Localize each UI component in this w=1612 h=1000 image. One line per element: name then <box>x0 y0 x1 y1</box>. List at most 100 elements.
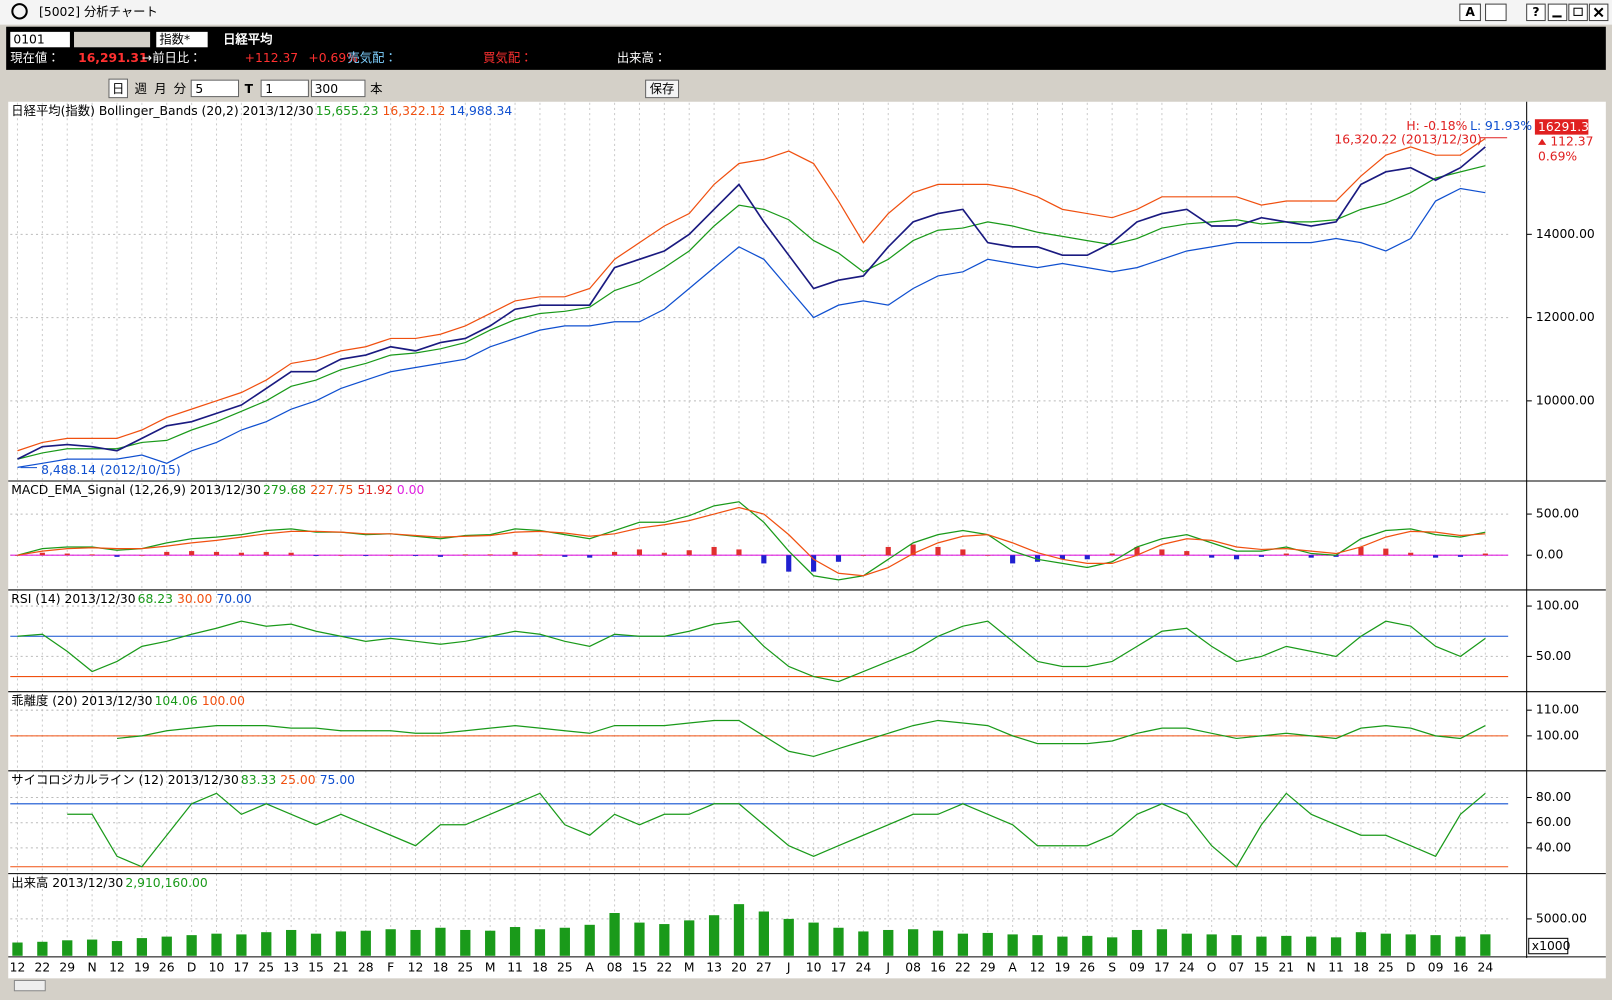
header-value: 14,988.34 <box>449 103 512 117</box>
app-icon <box>11 3 28 20</box>
bar <box>1333 555 1339 557</box>
last-change-pct: 0.69% <box>1538 150 1577 164</box>
panel-header: 乖離度 (20) 2013/12/30 104.06 100.00 <box>11 692 245 707</box>
change-label: →前日比： <box>142 50 202 65</box>
bar <box>388 555 394 556</box>
header-value: 227.75 <box>310 483 353 497</box>
x-tick-label: 17 <box>1154 961 1170 975</box>
bar <box>833 927 844 956</box>
t-value: 1 <box>265 82 273 96</box>
period-day[interactable] <box>108 78 128 99</box>
title-bar <box>0 0 1612 25</box>
bar <box>1256 936 1267 956</box>
code-text: 0101 <box>13 33 44 47</box>
bar <box>559 927 570 956</box>
x-tick-label: 09 <box>1428 961 1444 975</box>
count-select[interactable] <box>310 79 366 98</box>
main-annotations: H: -0.18% L: 91.93% 16,320.22 (2013/12/3… <box>20 119 1597 477</box>
bar <box>885 546 891 556</box>
quote-bar <box>6 26 1606 70</box>
x-tick-label: 12 <box>10 961 26 975</box>
bid-label: 買気配： <box>483 50 532 65</box>
bar <box>1306 936 1317 956</box>
x-tick-label: 24 <box>1179 961 1195 975</box>
bar <box>957 933 969 956</box>
font-button[interactable] <box>1459 3 1481 22</box>
bar <box>1455 936 1466 956</box>
bar <box>1433 555 1439 558</box>
bar <box>12 942 23 956</box>
period-button[interactable]: 月 <box>154 82 166 96</box>
bar <box>1383 548 1389 556</box>
kind-select[interactable] <box>156 31 208 48</box>
bar <box>537 554 543 556</box>
x-tick-label: N <box>87 961 96 975</box>
bar <box>1206 934 1217 956</box>
bar <box>14 555 21 556</box>
x-tick-label: 20 <box>731 961 747 975</box>
header-value: 30.00 <box>177 592 212 606</box>
x-tick-label: 17 <box>831 961 847 975</box>
minutes-select[interactable] <box>190 79 240 98</box>
bar <box>1482 553 1488 556</box>
panel-title: 乖離度 (20) 2013/12/30 <box>11 692 152 707</box>
bar <box>1457 555 1464 557</box>
bar <box>1082 935 1093 956</box>
bar <box>385 929 396 956</box>
last-price-box <box>1534 119 1589 135</box>
bar <box>860 555 866 556</box>
restore-button[interactable] <box>1568 3 1588 22</box>
bar <box>338 555 344 556</box>
bar <box>64 553 70 556</box>
bar <box>711 546 717 556</box>
period-button[interactable]: 分 <box>174 82 187 96</box>
scrollbar[interactable] <box>8 978 1606 993</box>
bar <box>858 931 869 956</box>
bar <box>509 927 521 956</box>
bar <box>238 552 244 556</box>
bar <box>811 555 817 572</box>
code-input[interactable] <box>10 31 70 48</box>
header-value: 16,322.12 <box>383 103 446 117</box>
x-tick-label: 12 <box>408 961 424 975</box>
x-tick-label: 22 <box>35 961 51 975</box>
x-tick-label: 12 <box>109 961 125 975</box>
bar <box>612 551 618 556</box>
bar <box>1281 935 1292 956</box>
count-unit: 本 <box>370 82 382 96</box>
x-tick-label: 08 <box>905 961 921 975</box>
bar <box>1330 937 1342 956</box>
bar <box>1134 546 1140 556</box>
bar <box>485 930 496 956</box>
x-tick-label: O <box>1207 961 1217 975</box>
panel-header: 出来高 2013/12/30 2,910,160.00 <box>11 875 208 889</box>
change-pct: +0.69% <box>308 51 358 65</box>
bar <box>1408 552 1414 556</box>
x-tick-label: M <box>684 961 695 975</box>
bar <box>636 549 643 556</box>
y-tick-label: 60.00 <box>1536 815 1571 829</box>
period-button[interactable]: 週 <box>135 82 147 96</box>
scroll-thumb[interactable] <box>13 979 46 992</box>
bar <box>935 546 941 556</box>
last-price: 16291.31 <box>1538 120 1597 134</box>
bar <box>1258 555 1265 557</box>
t-select[interactable] <box>260 79 309 98</box>
save-button[interactable] <box>645 79 680 99</box>
panel-title: 日経平均(指数) Bollinger_Bands (20,2) 2013/12/… <box>11 102 313 117</box>
copy-button[interactable] <box>1485 3 1507 22</box>
bar <box>263 551 269 556</box>
x-tick-label: 16 <box>1453 961 1469 975</box>
quote-name: 日経平均 <box>223 32 272 47</box>
help-button[interactable] <box>1526 3 1546 22</box>
panel-header: RSI (14) 2013/12/30 68.23 30.00 70.00 <box>11 592 252 606</box>
bar <box>684 920 695 956</box>
x-tick-label: A <box>585 961 594 975</box>
panel-header: サイコロジカルライン (12) 2013/12/30 83.33 25.00 75.0… <box>11 773 355 787</box>
minimize-button[interactable] <box>1547 3 1568 22</box>
bar <box>139 555 145 556</box>
bar <box>89 554 95 556</box>
bar <box>1109 553 1115 556</box>
x-tick-label: J <box>885 961 890 975</box>
quote-tools[interactable] <box>74 31 151 48</box>
